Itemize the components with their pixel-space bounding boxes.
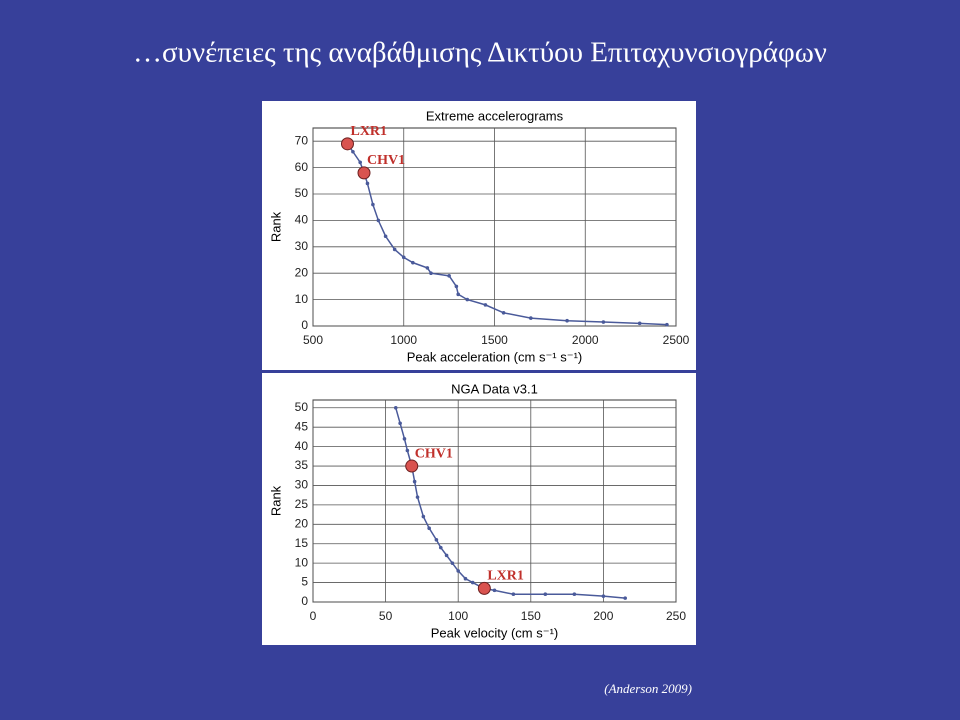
highlight-label: LXR1 — [350, 124, 387, 139]
data-point — [601, 594, 606, 598]
data-point — [365, 181, 370, 186]
x-tick-label: 1500 — [481, 333, 508, 347]
y-tick-label: 50 — [295, 186, 309, 200]
y-tick-label: 0 — [301, 318, 308, 332]
data-point — [601, 320, 606, 324]
data-point — [454, 284, 459, 289]
y-tick-label: 5 — [301, 575, 308, 589]
highlight-point — [357, 166, 371, 180]
y-tick-label: 40 — [295, 439, 309, 453]
data-point — [415, 495, 420, 499]
chart-title: Extreme accelerograms — [426, 108, 564, 123]
y-tick-label: 15 — [295, 536, 309, 550]
x-tick-label: 0 — [310, 609, 317, 623]
data-point — [444, 553, 449, 558]
data-point — [492, 588, 497, 593]
data-point — [529, 316, 533, 320]
data-point — [411, 260, 415, 265]
y-tick-label: 25 — [295, 497, 309, 511]
y-tick-label: 40 — [295, 213, 309, 227]
x-tick-label: 150 — [521, 609, 541, 623]
y-tick-label: 20 — [295, 516, 309, 530]
slide-title: …συνέπειες της αναβάθμισης Δικτύου Επιτα… — [133, 37, 827, 69]
data-point — [483, 303, 488, 307]
data-point — [383, 234, 388, 239]
x-axis-label: Peak velocity (cm s⁻¹) — [431, 625, 559, 640]
data-point — [465, 297, 470, 302]
chart-title: NGA Data v3.1 — [451, 381, 538, 396]
panel — [262, 101, 696, 370]
data-point — [463, 576, 468, 581]
data-point — [412, 479, 417, 484]
highlight-point — [340, 137, 354, 151]
x-tick-label: 50 — [379, 609, 393, 623]
y-tick-label: 50 — [295, 400, 309, 414]
data-point — [434, 538, 439, 542]
data-point — [358, 160, 362, 165]
highlight-point — [405, 459, 419, 473]
highlight-label: LXR1 — [487, 569, 524, 584]
data-point — [456, 569, 461, 573]
y-tick-label: 70 — [295, 133, 309, 147]
y-tick-label: 35 — [295, 458, 309, 472]
y-tick-label: 10 — [295, 555, 309, 569]
data-point — [447, 274, 451, 278]
data-point — [501, 311, 506, 315]
x-tick-label: 200 — [593, 609, 613, 623]
data-point — [405, 448, 410, 453]
highlight-label: CHV1 — [367, 153, 405, 168]
data-point — [543, 592, 548, 597]
data-point — [665, 322, 669, 327]
data-point — [456, 292, 461, 297]
data-point — [376, 218, 381, 223]
x-axis-label: Peak acceleration (cm s⁻¹ s⁻¹) — [407, 349, 583, 364]
panel — [262, 373, 696, 645]
data-point — [351, 149, 355, 154]
data-point — [392, 247, 397, 252]
data-point — [402, 437, 407, 441]
data-point — [438, 545, 443, 550]
y-tick-label: 20 — [295, 265, 309, 279]
data-point — [429, 271, 433, 276]
data-point — [425, 266, 430, 270]
x-tick-label: 500 — [303, 333, 323, 347]
data-point — [450, 561, 455, 565]
y-tick-label: 45 — [295, 419, 309, 433]
y-axis-label: Rank — [268, 211, 283, 242]
data-point — [401, 255, 406, 260]
data-point — [623, 596, 627, 600]
data-point — [565, 318, 569, 323]
y-tick-label: 0 — [301, 594, 308, 608]
y-tick-label: 30 — [295, 239, 309, 253]
data-point — [427, 526, 431, 530]
data-point — [470, 580, 475, 585]
x-tick-label: 1000 — [390, 333, 417, 347]
y-tick-label: 60 — [295, 160, 309, 174]
data-point — [371, 202, 375, 207]
x-tick-label: 100 — [448, 609, 468, 623]
data-point — [511, 592, 516, 597]
data-point — [421, 514, 426, 519]
x-tick-label: 2000 — [572, 333, 599, 347]
citation: (Anderson 2009) — [604, 681, 692, 696]
y-tick-label: 30 — [295, 478, 309, 492]
y-tick-label: 10 — [295, 292, 309, 306]
x-tick-label: 2500 — [663, 333, 690, 347]
y-axis-label: Rank — [268, 485, 283, 516]
data-point — [398, 421, 402, 426]
data-point — [572, 592, 577, 597]
highlight-label: CHV1 — [415, 446, 453, 461]
data-point — [393, 405, 398, 410]
data-point — [637, 321, 642, 326]
x-tick-label: 250 — [666, 609, 686, 623]
data-line — [346, 143, 667, 326]
highlight-point — [477, 581, 491, 595]
